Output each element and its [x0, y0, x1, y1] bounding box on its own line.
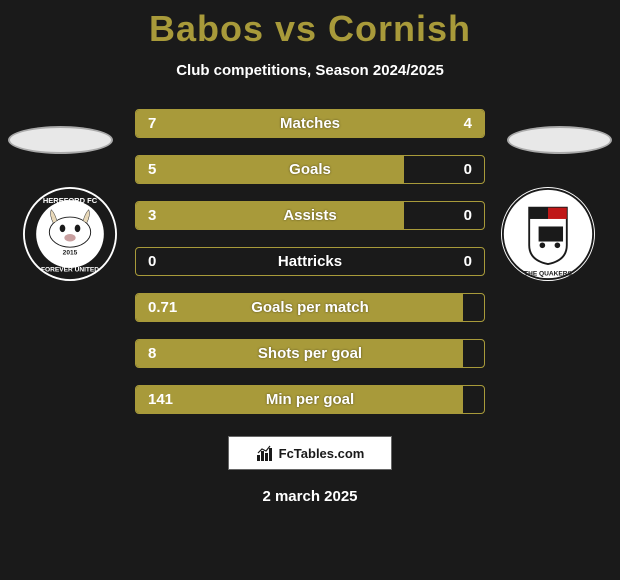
svg-text:FOREVER UNITED: FOREVER UNITED — [41, 267, 99, 274]
stat-bar-left-fill — [136, 202, 404, 229]
stat-value-left: 0 — [148, 253, 156, 270]
stat-bar-left-fill — [136, 156, 404, 183]
stat-row: 7 Matches 4 — [135, 109, 485, 138]
stat-label: Shots per goal — [258, 345, 362, 362]
stat-row: 5 Goals 0 — [135, 155, 485, 184]
stat-label: Min per goal — [266, 391, 354, 408]
chart-icon — [256, 444, 274, 462]
stat-row: 141 Min per goal — [135, 385, 485, 414]
left-club-crest: HEREFORD FC FOREVER UNITED 2015 — [20, 184, 120, 284]
right-club-crest: THE QUAKERS — [498, 184, 598, 284]
stat-value-right: 0 — [464, 161, 472, 178]
stat-label: Assists — [283, 207, 336, 224]
stat-row: 8 Shots per goal — [135, 339, 485, 368]
svg-text:2015: 2015 — [63, 250, 78, 257]
quakers-crest-icon: THE QUAKERS — [498, 187, 598, 281]
stat-value-left: 8 — [148, 345, 156, 362]
svg-text:THE QUAKERS: THE QUAKERS — [524, 270, 572, 277]
stat-row: 0.71 Goals per match — [135, 293, 485, 322]
stats-bars-container: 7 Matches 4 5 Goals 0 3 Assists 0 0 Hattricks 0 0.71… — [135, 109, 485, 414]
stat-value-right: 4 — [464, 115, 472, 132]
stat-row: 0 Hattricks 0 — [135, 247, 485, 276]
stat-value-left: 3 — [148, 207, 156, 224]
stat-value-right: 0 — [464, 253, 472, 270]
stat-value-left: 0.71 — [148, 299, 177, 316]
stat-label: Goals per match — [251, 299, 369, 316]
stat-label: Matches — [280, 115, 340, 132]
stat-label: Goals — [289, 161, 331, 178]
fctables-logo[interactable]: FcTables.com — [228, 436, 392, 470]
stat-row: 3 Assists 0 — [135, 201, 485, 230]
subtitle: Club competitions, Season 2024/2025 — [0, 62, 620, 79]
left-player-oval — [8, 126, 113, 154]
stat-value-right: 0 — [464, 207, 472, 224]
svg-text:HEREFORD FC: HEREFORD FC — [43, 196, 98, 205]
right-player-oval — [507, 126, 612, 154]
stat-value-left: 141 — [148, 391, 173, 408]
stat-value-left: 7 — [148, 115, 156, 132]
page-title: Babos vs Cornish — [0, 0, 620, 50]
match-date: 2 march 2025 — [0, 488, 620, 505]
stat-label: Hattricks — [278, 253, 342, 270]
stat-value-left: 5 — [148, 161, 156, 178]
hereford-crest-icon: HEREFORD FC FOREVER UNITED 2015 — [20, 187, 120, 281]
logo-text: FcTables.com — [279, 446, 365, 461]
